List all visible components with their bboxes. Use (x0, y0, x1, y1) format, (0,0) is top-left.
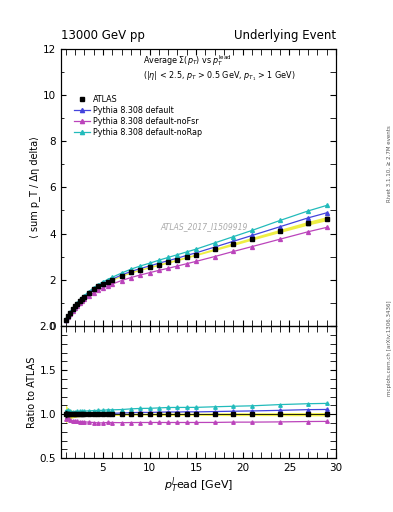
Y-axis label: ⟨ sum p_T / Δη delta⟩: ⟨ sum p_T / Δη delta⟩ (29, 136, 40, 238)
Legend: ATLAS, Pythia 8.308 default, Pythia 8.308 default-noFsr, Pythia 8.308 default-no: ATLAS, Pythia 8.308 default, Pythia 8.30… (70, 92, 206, 140)
Y-axis label: Ratio to ATLAS: Ratio to ATLAS (27, 356, 37, 428)
Text: Underlying Event: Underlying Event (234, 29, 336, 42)
Text: Average $\Sigma(p_T)$ vs $p_T^{\rm lead}$
($|\eta|$ < 2.5, $p_T$ > 0.5 GeV, $p_{: Average $\Sigma(p_T)$ vs $p_T^{\rm lead}… (143, 53, 296, 83)
Text: Rivet 3.1.10, ≥ 2.7M events: Rivet 3.1.10, ≥ 2.7M events (387, 125, 392, 202)
Text: mcplots.cern.ch [arXiv:1306.3436]: mcplots.cern.ch [arXiv:1306.3436] (387, 301, 392, 396)
Text: ATLAS_2017_I1509919: ATLAS_2017_I1509919 (160, 222, 248, 231)
Text: 13000 GeV pp: 13000 GeV pp (61, 29, 145, 42)
X-axis label: $p_T^l$ead [GeV]: $p_T^l$ead [GeV] (164, 476, 233, 496)
